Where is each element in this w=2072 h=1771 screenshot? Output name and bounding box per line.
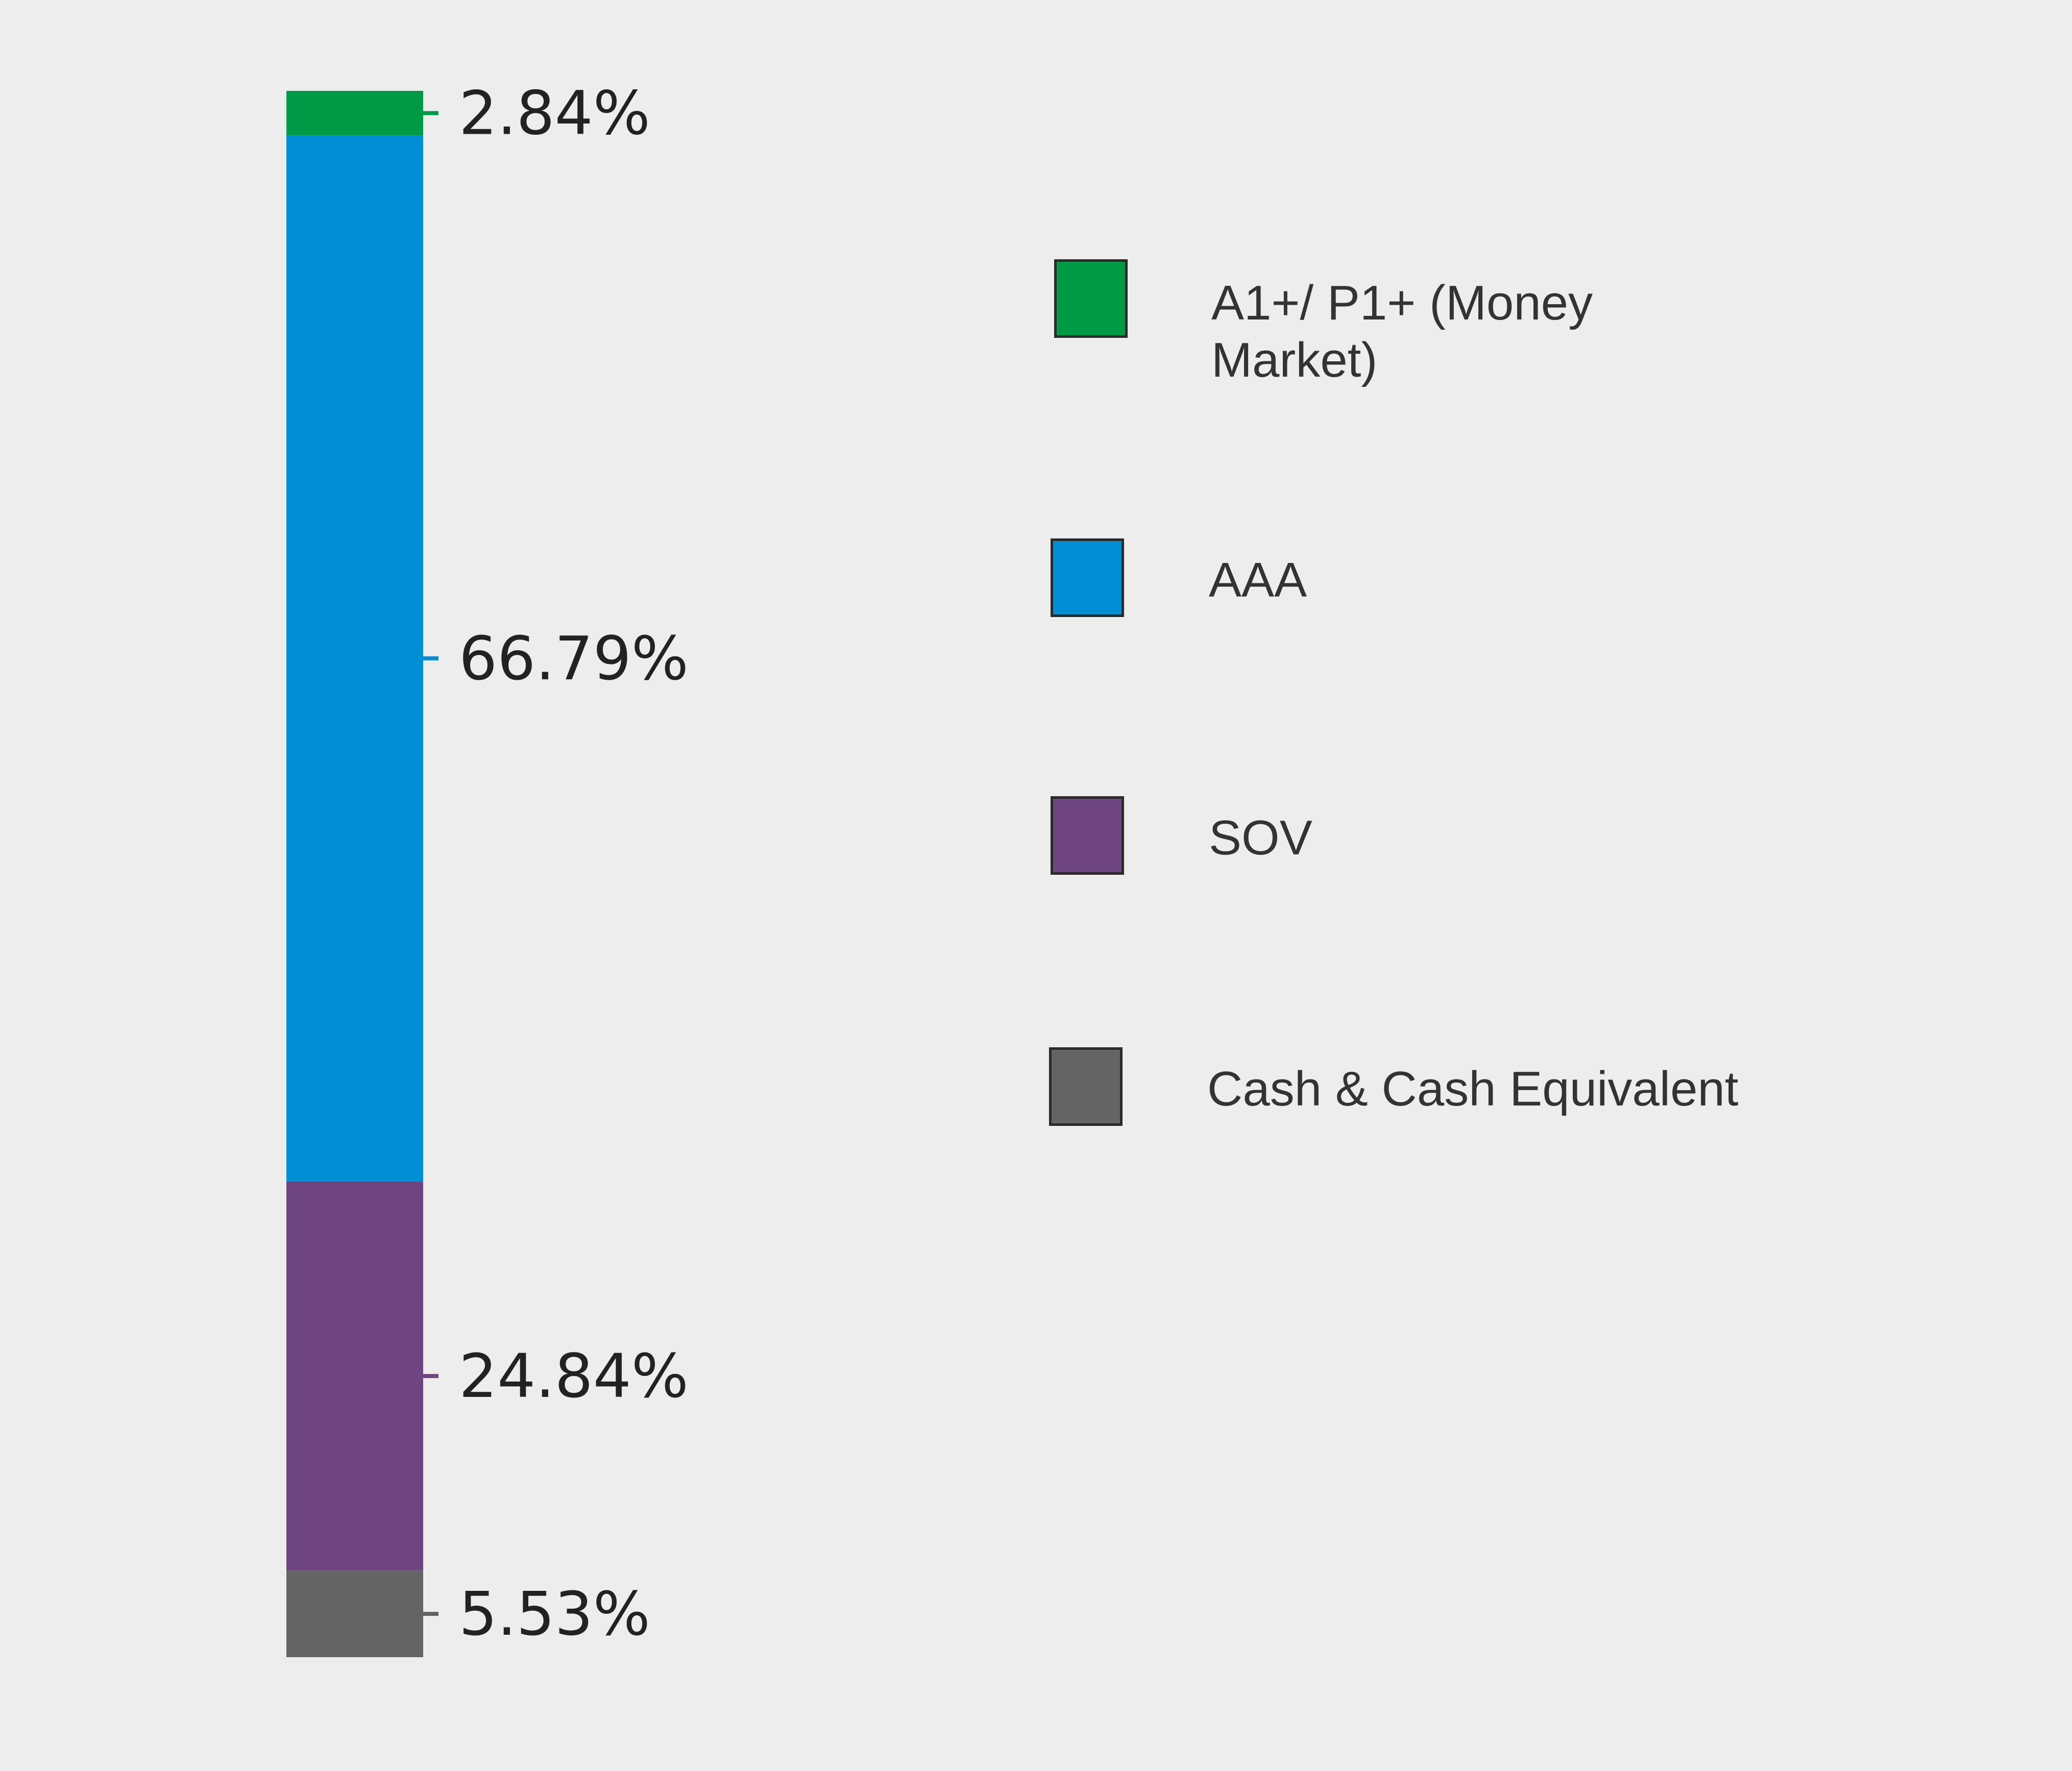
bar-segment-cash — [286, 1570, 423, 1657]
legend-label-cash: Cash & Cash Equivalent — [1207, 1062, 1739, 1116]
value-label-cash: 5.53% — [459, 1579, 650, 1649]
legend-item-cash: Cash & Cash Equivalent — [1049, 1047, 1866, 1129]
legend-label-sov: SOV — [1209, 810, 1312, 865]
legend-swatch-aaa — [1051, 538, 1124, 617]
legend-label-money-market: A1+/ P1+ (Money Market) — [1211, 276, 1593, 387]
stacked-bar — [286, 91, 423, 1657]
bar-segment-sov — [286, 1181, 423, 1571]
bar-segment-money-market — [286, 91, 423, 136]
bar-segment-aaa — [286, 135, 423, 1182]
legend-item-sov: SOV — [1051, 796, 1867, 878]
legend-item-money-market: A1+/ P1+ (Money Market) — [1054, 259, 1871, 387]
value-label-sov: 24.84% — [459, 1341, 689, 1411]
value-labels: 2.84% 66.79% 24.84% 5.53% — [423, 78, 689, 1649]
legend-swatch-sov — [1051, 796, 1124, 875]
legend-swatch-cash — [1049, 1047, 1123, 1126]
legend-label-aaa: AAA — [1209, 553, 1307, 607]
value-label-aaa: 66.79% — [459, 623, 689, 694]
legend-swatch-money-market — [1054, 259, 1128, 338]
legend-item-aaa: AAA — [1051, 538, 1867, 620]
value-label-money-market: 2.84% — [459, 78, 650, 149]
